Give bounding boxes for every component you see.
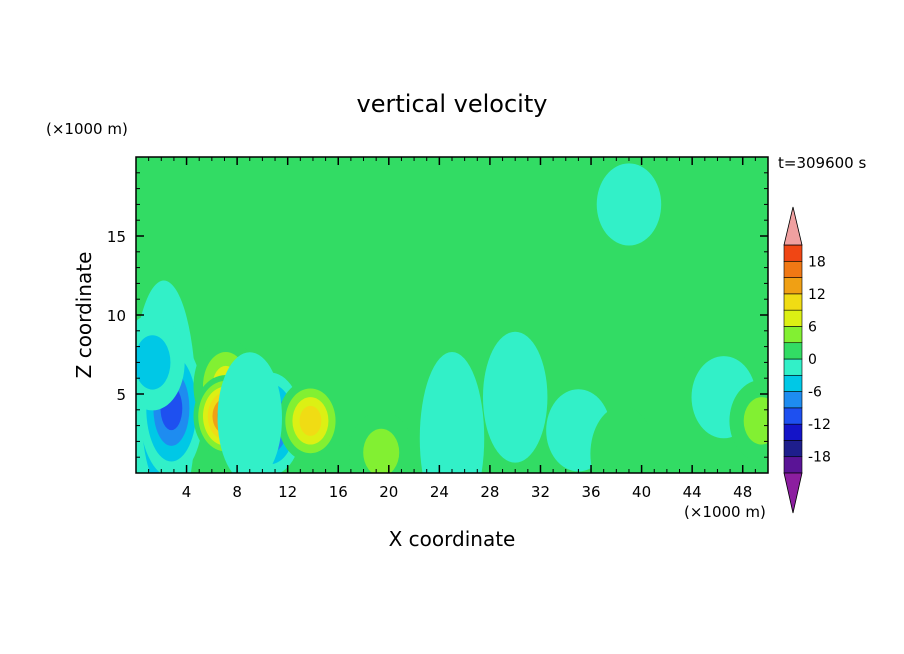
contour-level-fill <box>419 351 485 473</box>
x-tick-label: 8 <box>232 483 242 501</box>
x-tick-label: 24 <box>430 483 449 501</box>
colorbar-tick-label: 18 <box>808 254 826 270</box>
contour-level-fill <box>596 163 662 246</box>
x-tick-label: 16 <box>329 483 348 501</box>
contour-feature <box>136 314 185 411</box>
contour-field <box>136 157 768 473</box>
contour-level-fill <box>685 157 750 315</box>
colorbar-swatch <box>783 244 803 262</box>
colorbar-swatch <box>783 309 803 327</box>
colorbar-tick-label: -18 <box>808 450 831 466</box>
colorbar-swatch <box>783 374 803 392</box>
y-tick-label: 10 <box>107 307 126 325</box>
colorbar-swatch <box>783 391 803 409</box>
x-tick-label: 32 <box>531 483 550 501</box>
x-tick-label: 36 <box>581 483 600 501</box>
contour-level-fill <box>136 335 171 390</box>
contour-feature <box>596 163 662 246</box>
x-tick-label: 12 <box>278 483 297 501</box>
x-tick-label: 28 <box>480 483 499 501</box>
colorbar-tick-label: 6 <box>808 319 817 335</box>
x-axis-label: X coordinate <box>389 527 516 551</box>
y-axis: 5 10 15 <box>107 172 768 458</box>
contour-level-fill <box>482 331 548 463</box>
x-tick-label: 48 <box>733 483 752 501</box>
contour-level-fill <box>299 405 322 436</box>
contour-feature <box>729 379 768 462</box>
contour-level-fill <box>590 406 655 473</box>
contour-level-fill <box>363 428 400 473</box>
colorbar-swatch <box>783 456 803 474</box>
contour-feature <box>685 157 750 315</box>
x-axis: 4 8 12 16 20 24 28 32 36 40 44 48 <box>148 157 756 501</box>
contour-feature <box>217 352 282 473</box>
colorbar-swatch <box>783 326 803 344</box>
y-axis-label: Z coordinate <box>72 252 96 379</box>
x-tick-label: 4 <box>182 483 192 501</box>
colorbar-swatch <box>783 423 803 441</box>
contour-feature <box>482 331 548 463</box>
chart-title: vertical velocity <box>357 90 548 118</box>
colorbar-tick-label: -6 <box>808 385 822 401</box>
x-tick-label: 44 <box>683 483 702 501</box>
contour-feature <box>590 406 655 473</box>
contour-level-fill <box>217 352 282 473</box>
colorbar-swatch <box>783 260 803 278</box>
contour-level-fill <box>743 397 768 445</box>
colorbar-tick-label: -12 <box>808 417 831 433</box>
x-tick-label: 40 <box>632 483 651 501</box>
colorbar: -18 -12 -6 0 6 12 18 <box>783 206 831 514</box>
z-unit-label: (×1000 m) <box>46 120 128 138</box>
colorbar-swatch <box>783 293 803 311</box>
time-label: t=309600 s <box>778 154 866 172</box>
contour-feature <box>348 411 414 473</box>
colorbar-swatch <box>783 358 803 376</box>
colorbar-swatch <box>783 440 803 458</box>
contour-feature <box>278 379 343 462</box>
colorbar-tick-label: 0 <box>808 352 817 368</box>
colorbar-over-arrow <box>783 206 803 246</box>
colorbar-tick-label: 12 <box>808 287 826 303</box>
x-tick-label: 20 <box>379 483 398 501</box>
y-tick-label: 5 <box>116 386 126 404</box>
colorbar-swatch <box>783 342 803 360</box>
colorbar-swatch <box>783 277 803 295</box>
colorbar-swatch <box>783 407 803 425</box>
contour-feature <box>419 351 485 473</box>
y-tick-label: 15 <box>107 228 126 246</box>
x-unit-label: (×1000 m) <box>684 503 766 521</box>
colorbar-under-arrow <box>783 472 803 514</box>
